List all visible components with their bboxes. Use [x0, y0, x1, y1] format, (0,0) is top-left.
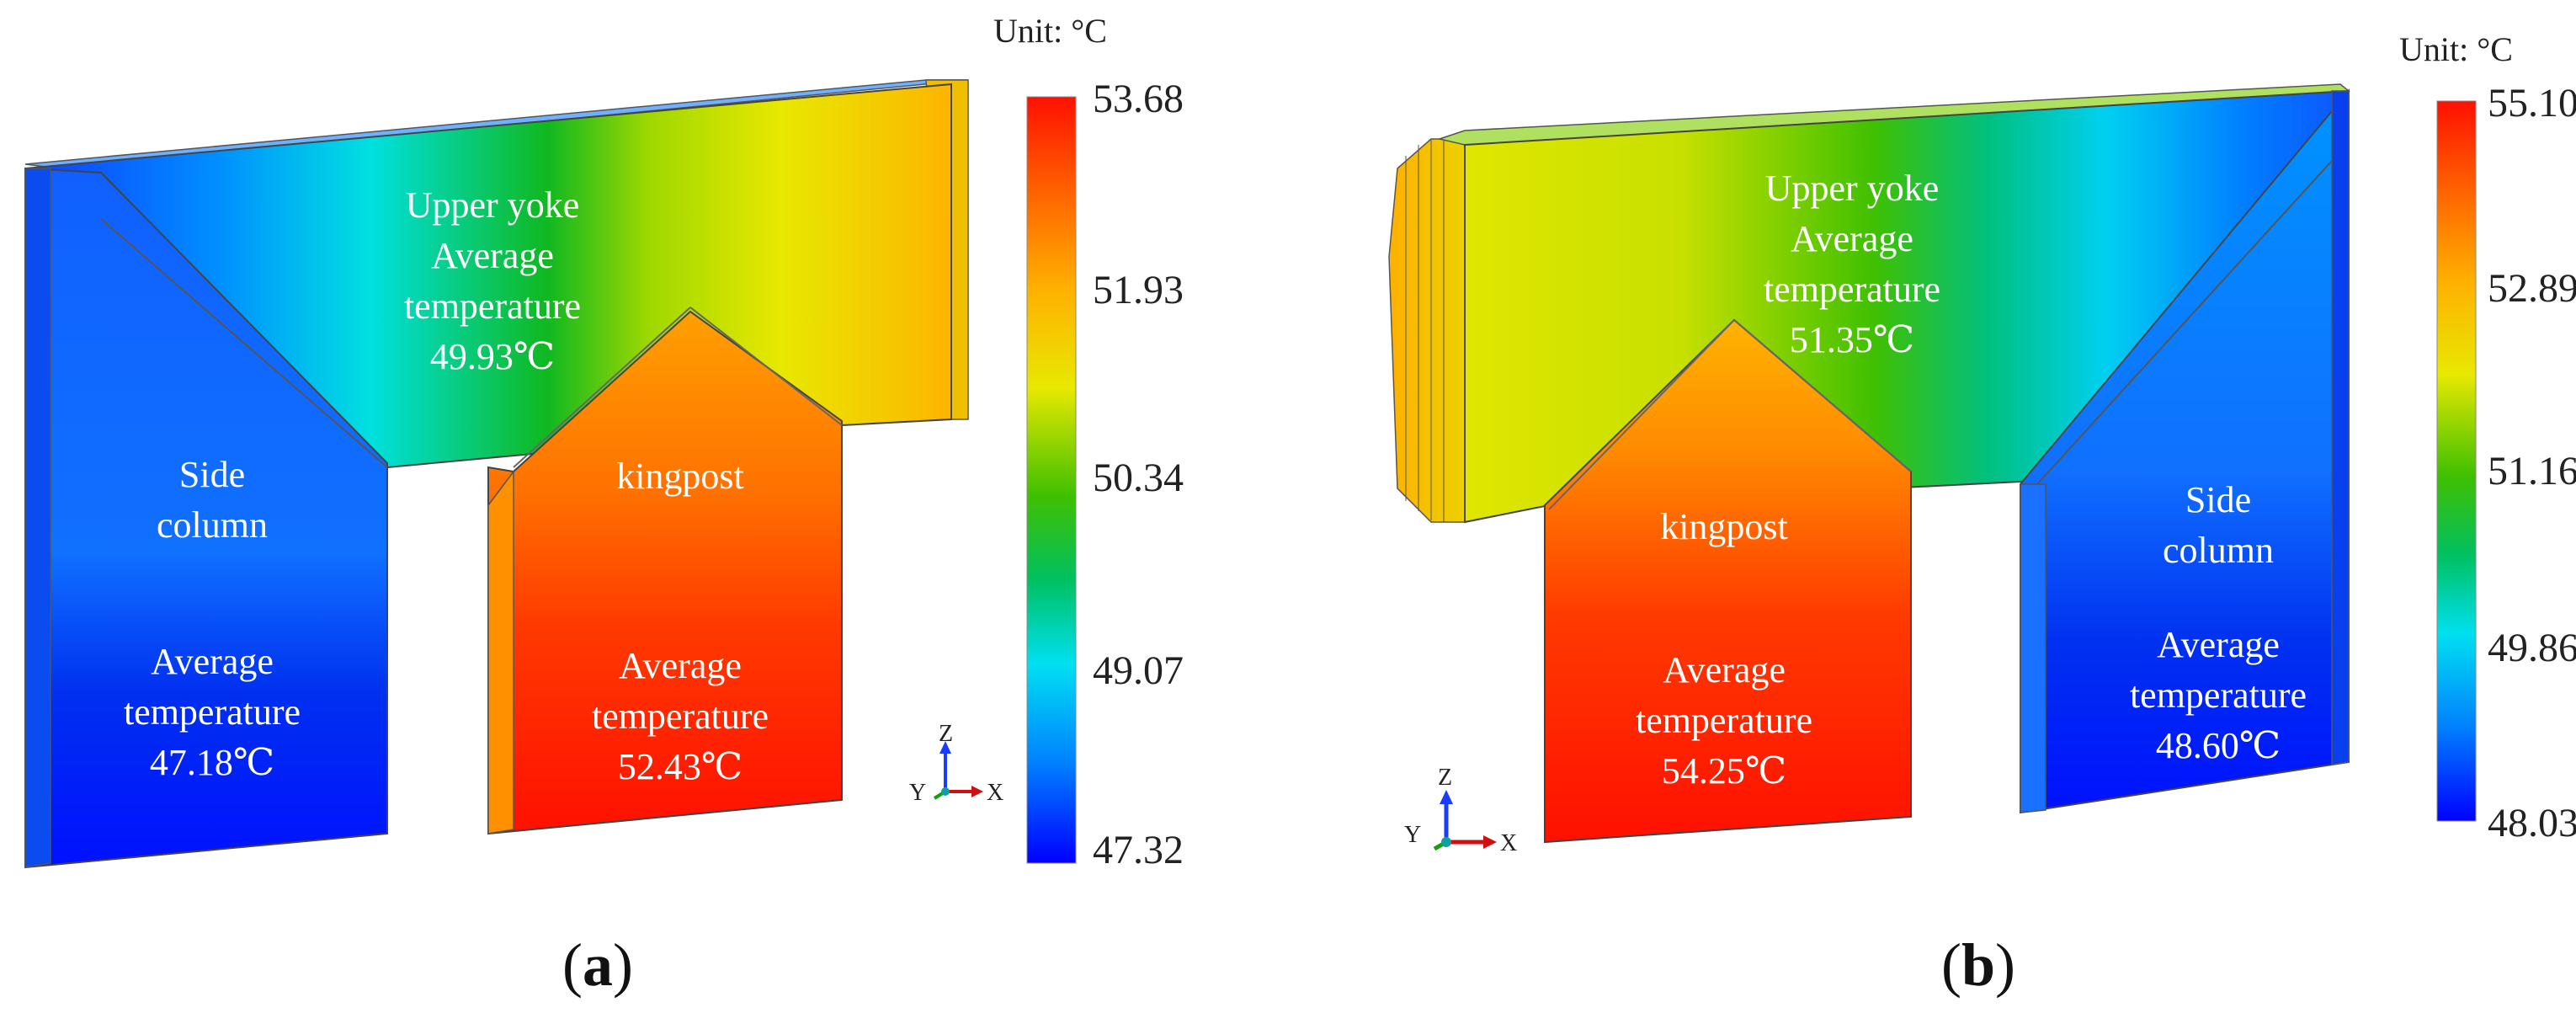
svg-text:temperature: temperature: [1636, 700, 1812, 741]
side-column-right-edge-b: [2331, 90, 2350, 765]
kingpost-joint-b: [1548, 319, 1735, 510]
axis-x-b: X: [1500, 830, 1517, 856]
kingpost-label-b: kingpost: [1660, 506, 1788, 547]
axis-z-a: Z: [939, 721, 953, 747]
kingpost-avg-label-b: Average temperature 54.25℃: [1636, 649, 1812, 792]
svg-text:49.93℃: 49.93℃: [430, 336, 555, 377]
colorbar-tick-b-3: 49.86: [2488, 626, 2576, 670]
caption-b: (b): [1941, 931, 2015, 999]
svg-text:Upper yoke: Upper yoke: [1765, 168, 1940, 209]
svg-text:Side: Side: [179, 454, 245, 495]
svg-text:Average: Average: [151, 641, 274, 682]
upper-yoke-label-b: Upper yoke Average temperature 51.35℃: [1764, 168, 1940, 360]
svg-text:52.43℃: 52.43℃: [618, 746, 742, 787]
side-column-edge-a: [24, 168, 51, 868]
kingpost-joint2-a: [689, 307, 843, 426]
colorbar-tick-a-1: 51.93: [1093, 268, 1184, 312]
yoke-joint-left-a: [100, 218, 388, 468]
svg-text:kingpost: kingpost: [1660, 506, 1788, 547]
svg-text:column: column: [2163, 530, 2274, 571]
svg-text:Upper yoke: Upper yoke: [406, 184, 580, 226]
colorbar-tick-a-0: 53.68: [1093, 77, 1184, 121]
svg-text:Average: Average: [2157, 624, 2280, 665]
svg-text:temperature: temperature: [404, 285, 581, 327]
svg-text:column: column: [157, 504, 268, 546]
axis-triad-a: Z Y X: [909, 721, 1003, 806]
side-column-avg-label-a: Average temperature 47.18℃: [124, 641, 301, 783]
svg-text:Average: Average: [1663, 649, 1786, 690]
kingpost-joint-a: [513, 307, 691, 468]
svg-text:54.25℃: 54.25℃: [1662, 750, 1786, 792]
kingpost-avg-label-a: Average temperature 52.43℃: [592, 645, 769, 787]
axis-triad-b: Z Y X: [1404, 765, 1517, 856]
yoke-top-face-b: [1437, 83, 2350, 146]
svg-text:47.18℃: 47.18℃: [150, 742, 274, 783]
colorbar-tick-a-2: 50.34: [1093, 456, 1184, 500]
colorbar-a: Unit: °C 53.68 51.93 50.34 49.07 47.32: [993, 12, 1184, 872]
kingpost-joint2-b: [1733, 319, 1912, 472]
colorbar-tick-b-1: 52.89: [2488, 266, 2576, 311]
side-column-label-b: Side column: [2163, 479, 2274, 571]
kingpost-b: [1544, 318, 1912, 844]
side-column-edge-b: [2020, 483, 2046, 813]
colorbar-b: Unit: °C 55.10 52.89 51.16 49.86 48.03: [2399, 30, 2576, 845]
svg-text:48.60℃: 48.60℃: [2156, 725, 2281, 766]
colorbar-tick-b-4: 48.03: [2488, 801, 2576, 845]
svg-text:Average: Average: [1791, 218, 1913, 259]
kingpost-label-a: kingpost: [616, 456, 744, 497]
unit-label-b: Unit: °C: [2399, 30, 2513, 68]
kingpost-edge-a: [487, 469, 514, 834]
side-column-avg-label-b: Average temperature 48.60℃: [2130, 624, 2307, 766]
caption-a: (a): [562, 931, 633, 999]
svg-text:temperature: temperature: [2130, 674, 2307, 716]
yoke-stack-b: [1388, 138, 1466, 523]
svg-text:temperature: temperature: [124, 691, 301, 733]
axis-z-b: Z: [1438, 765, 1452, 791]
axis-x-a: X: [987, 780, 1003, 806]
panel-a: Upper yoke Average temperature 49.93℃ Si…: [24, 12, 1184, 999]
side-column-label-a: Side column: [157, 454, 268, 546]
unit-label-a: Unit: °C: [993, 12, 1107, 50]
svg-text:Average: Average: [619, 645, 742, 686]
colorbar-tick-a-3: 49.07: [1093, 648, 1184, 693]
panel-b: Upper yoke Average temperature 51.35℃ ki…: [1388, 30, 2576, 999]
colorbar-tick-a-4: 47.32: [1093, 828, 1184, 872]
svg-text:temperature: temperature: [1764, 269, 1940, 310]
colorbar-tick-b-2: 51.16: [2488, 449, 2576, 493]
svg-text:temperature: temperature: [592, 696, 769, 737]
upper-yoke-label-a: Upper yoke Average temperature 49.93℃: [404, 184, 581, 377]
svg-text:Side: Side: [2185, 479, 2251, 520]
yoke-joint-right-b: [2036, 151, 2341, 485]
svg-text:Average: Average: [431, 235, 554, 276]
svg-text:kingpost: kingpost: [616, 456, 744, 497]
svg-text:51.35℃: 51.35℃: [1790, 319, 1914, 360]
colorbar-tick-b-0: 55.10: [2488, 81, 2576, 125]
axis-y-b: Y: [1404, 822, 1421, 848]
axis-y-a: Y: [909, 780, 926, 806]
